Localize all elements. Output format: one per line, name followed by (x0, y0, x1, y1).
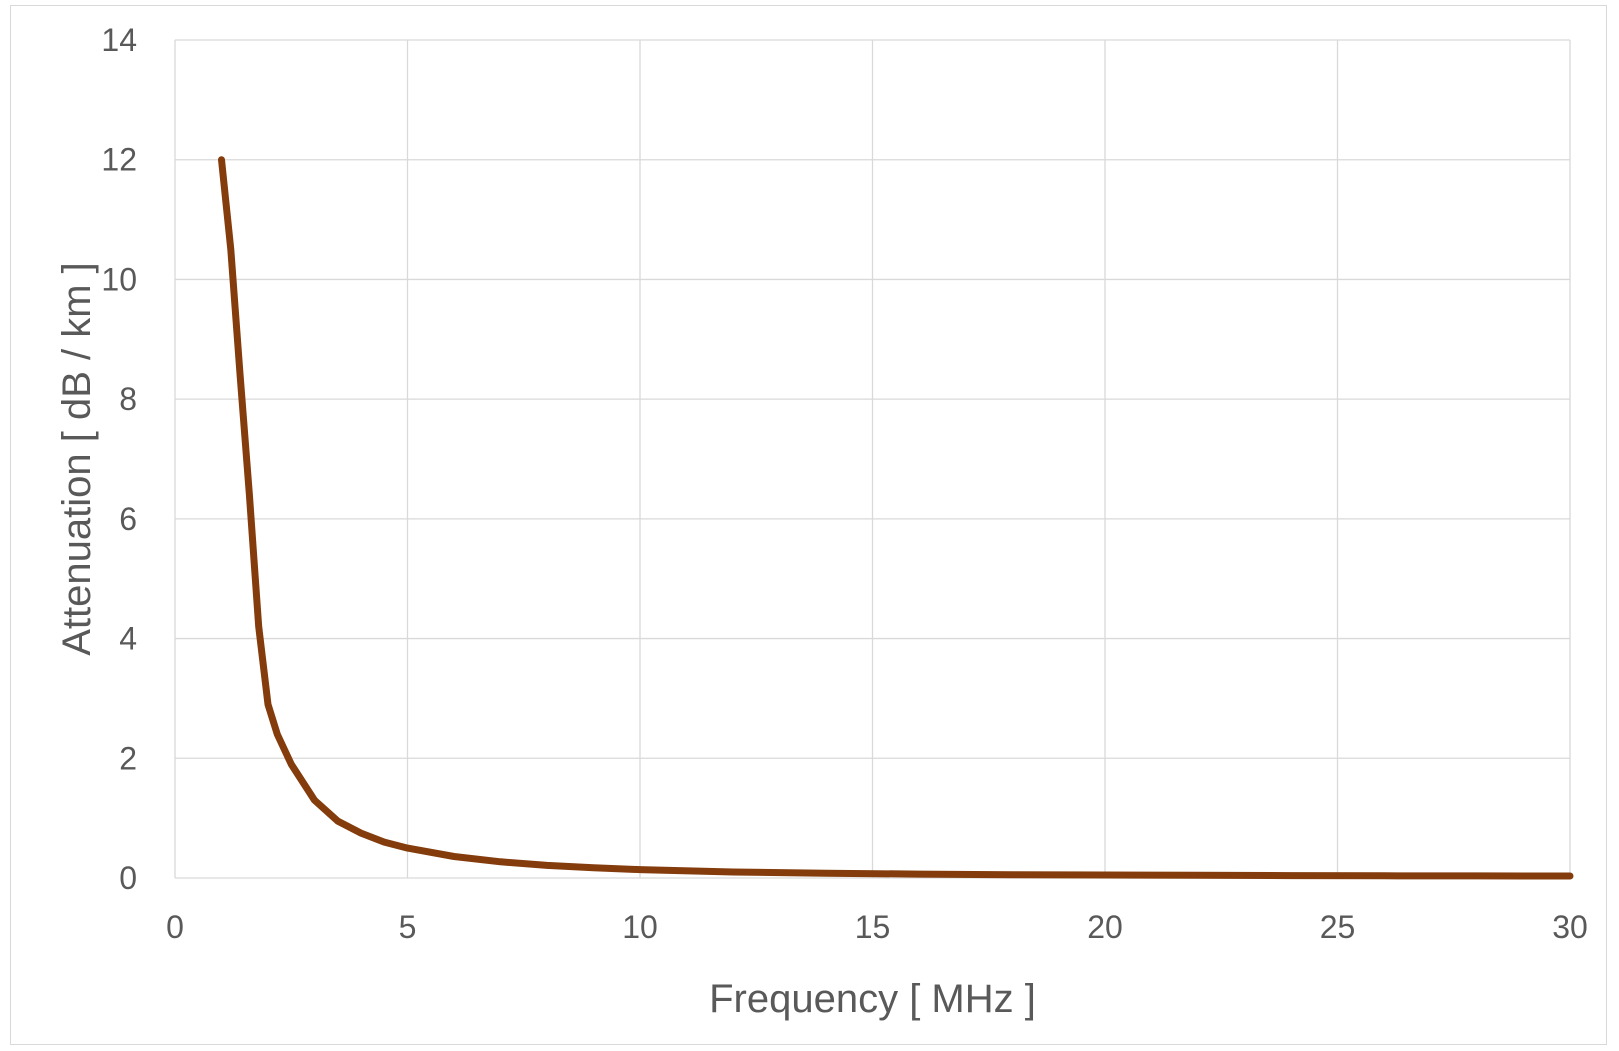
x-tick-label: 30 (1552, 909, 1588, 945)
y-axis-title: Attenuation [ dB / km ] (55, 262, 99, 656)
x-tick-label: 5 (399, 909, 417, 945)
tick-labels: 0 2 4 6 8 10 12 14 0 5 10 15 20 25 30 (101, 22, 1587, 945)
x-tick-label: 0 (166, 909, 184, 945)
y-tick-label: 12 (101, 142, 137, 178)
x-tick-label: 25 (1320, 909, 1356, 945)
grid (174, 39, 1571, 879)
y-tick-label: 8 (119, 381, 137, 417)
y-tick-label: 14 (101, 22, 137, 58)
series-layer (218, 156, 1574, 880)
x-tick-label: 10 (622, 909, 658, 945)
x-tick-label: 15 (855, 909, 891, 945)
x-tick-label: 20 (1087, 909, 1123, 945)
y-tick-label: 4 (119, 621, 137, 657)
y-tick-label: 0 (119, 860, 137, 896)
y-tick-label: 6 (119, 501, 137, 537)
series-line-0 (218, 156, 1574, 880)
y-tick-label: 2 (119, 740, 137, 776)
y-tick-label: 10 (101, 261, 137, 297)
x-axis-title: Frequency [ MHz ] (709, 977, 1036, 1021)
